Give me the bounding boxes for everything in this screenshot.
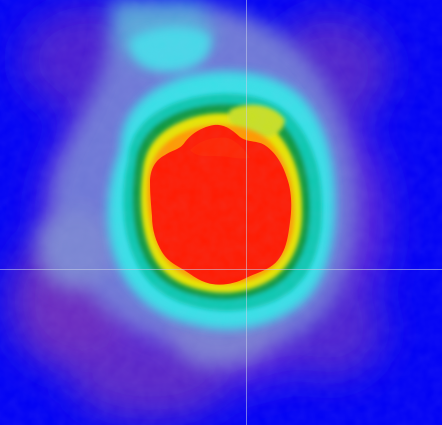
- crosshair-horizontal-line: [0, 269, 442, 270]
- crosshair-vertical-line: [246, 0, 247, 425]
